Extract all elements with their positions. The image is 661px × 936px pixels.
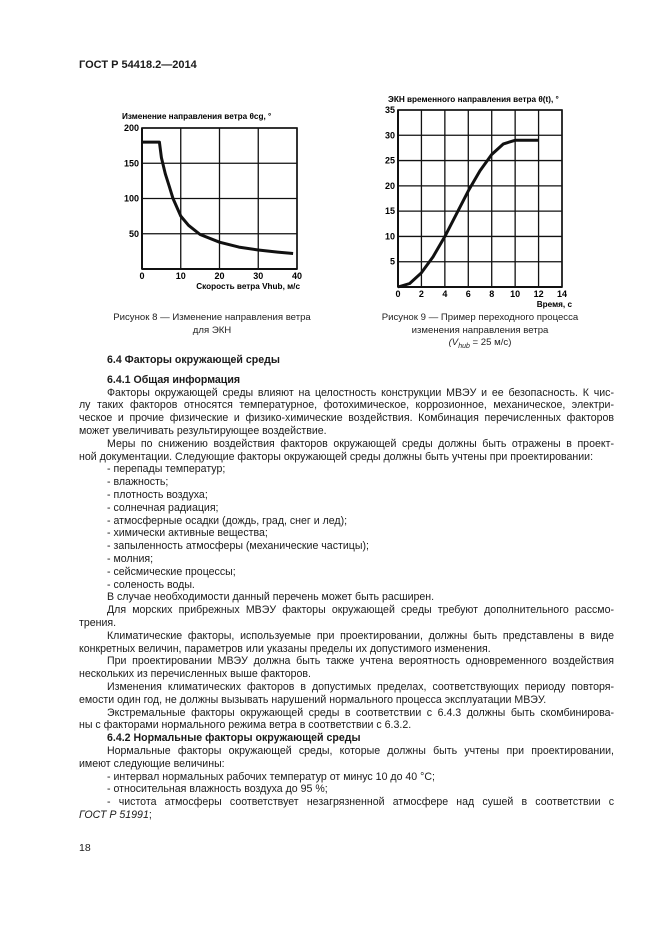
y-tick-label: 20: [385, 181, 395, 191]
text-line: Климатические факторы, используемые при …: [107, 629, 614, 642]
text-line: нескольких из перечисленных выше факторо…: [79, 668, 312, 681]
list-item: - молния;: [107, 552, 154, 565]
x-tick-label: 20: [214, 271, 224, 281]
list-item: - относительная влажность воздуха до 95 …: [107, 783, 328, 796]
caption-line: для ЭКН: [192, 324, 232, 336]
page-number: 18: [79, 842, 91, 854]
caption-line: Рисунок 9 — Пример переходного процесса: [381, 312, 579, 323]
list-item: - запыленность атмосферы (механические ч…: [107, 540, 369, 553]
figure-9-caption: Рисунок 9 — Пример переходного процесса …: [360, 312, 600, 350]
body-text: 6.4 Факторы окружающей среды 6.4.1 Общая…: [79, 354, 614, 822]
y-tick-label: 25: [385, 156, 395, 166]
y-tick-label: 50: [129, 229, 139, 239]
list-item: - влажность;: [107, 476, 169, 489]
y-tick-label: 15: [385, 206, 395, 216]
data-series-line: [142, 140, 294, 255]
y-tick-label: 5: [390, 257, 395, 267]
x-axis-label: Время, с: [537, 300, 573, 309]
x-tick-label: 4: [442, 289, 447, 299]
subsection-heading: 6.4.2 Нормальные факторы окружающей сред…: [107, 732, 361, 745]
y-tick-label: 30: [385, 130, 395, 140]
list-item: - солнечная радиация;: [107, 501, 219, 514]
x-tick-label: 0: [139, 271, 144, 281]
text-line: Для морских прибрежных МВЭУ факторы окру…: [107, 604, 614, 617]
x-tick-label: 10: [510, 289, 520, 299]
y-tick-label: 150: [124, 158, 139, 168]
text-line: емости один год, не должны вызывать нару…: [79, 693, 547, 706]
x-tick-label: 6: [466, 289, 471, 299]
x-tick-label: 14: [557, 289, 567, 299]
caption-value: = 25 м/с): [469, 337, 512, 348]
chart-title: Изменение направления ветра θcg, °: [122, 112, 271, 121]
text-line: ;: [148, 808, 152, 821]
text-line: может увеличивать результирующее воздейс…: [79, 424, 327, 437]
list-item: - интервал нормальных рабочих температур…: [107, 770, 435, 783]
text-line: Нормальные факторы окружающей среды, кот…: [107, 744, 614, 757]
chart-title: ЭКН временного направления ветра θ(t), °: [388, 95, 559, 104]
subsection-heading: 6.4.1 Общая информация: [107, 373, 241, 386]
standard-reference: ГОСТ Р 51991: [79, 808, 149, 821]
text-line: ной документации. Следующие факторы окру…: [79, 450, 594, 463]
list-item: - химически активные вещества;: [107, 527, 268, 540]
y-tick-label: 10: [385, 231, 395, 241]
y-tick-label: 100: [124, 194, 139, 204]
figure-8-caption: Рисунок 8 — Изменение направления ветра …: [92, 312, 332, 337]
list-item: - плотность воздуха;: [107, 488, 208, 501]
document-header: ГОСТ Р 54418.2—2014: [79, 59, 197, 71]
x-tick-label: 40: [292, 271, 302, 281]
data-series-line: [397, 138, 539, 289]
text-line: ны с факторами нормального режима ветра …: [79, 719, 412, 732]
caption-symbol: (V: [448, 337, 459, 348]
text-line: Факторы окружающей среды влияют на целос…: [107, 386, 614, 399]
x-tick-label: 0: [395, 289, 400, 299]
x-tick-label: 12: [534, 289, 544, 299]
list-item: - перепады температур;: [107, 463, 226, 476]
x-tick-label: 8: [489, 289, 494, 299]
caption-line: Рисунок 8 — Изменение направления ветра: [113, 312, 311, 323]
text-line: трения.: [79, 616, 117, 629]
text-line: ческое и прочие физические и физико-хими…: [79, 412, 614, 425]
list-item: - соленость воды.: [107, 578, 195, 591]
text-line: конкретных величин, параметров или указа…: [79, 642, 491, 655]
chart-wind-direction-change: 0 10 20 30 40 50 100 150 200 Изменение направлени…: [122, 112, 302, 291]
text-line: лу таких факторов относятся температурно…: [79, 399, 614, 412]
x-axis-label: Скорость ветра Vhub, м/с: [196, 282, 300, 291]
plot-frame: [397, 109, 563, 288]
text-line: Экстремальные факторы окружающей среды в…: [107, 706, 614, 719]
x-tick-label: 10: [176, 271, 186, 281]
text-line: Меры по снижению воздействия факторов ок…: [107, 437, 614, 450]
list-item: - чистота атмосферы соответствует незагр…: [107, 796, 614, 809]
text-line: Изменения климатических факторов в допус…: [107, 680, 614, 693]
list-item: - сейсмические процессы;: [107, 565, 236, 578]
section-heading: 6.4 Факторы окружающей среды: [107, 354, 280, 366]
caption-line: изменения направления ветра: [411, 324, 549, 336]
text-line: имеют следующие величины:: [79, 757, 225, 770]
x-tick-label: 30: [253, 271, 263, 281]
y-tick-label: 200: [124, 123, 139, 133]
caption-subscript: hub: [458, 342, 470, 350]
x-tick-label: 2: [419, 289, 424, 299]
text-line: При проектировании МВЭУ должна быть такж…: [107, 655, 614, 668]
y-tick-label: 35: [385, 105, 395, 115]
list-item: - атмосферные осадки (дождь, град, снег …: [107, 514, 348, 527]
text-line: В случае необходимости данный перечень м…: [107, 591, 435, 604]
